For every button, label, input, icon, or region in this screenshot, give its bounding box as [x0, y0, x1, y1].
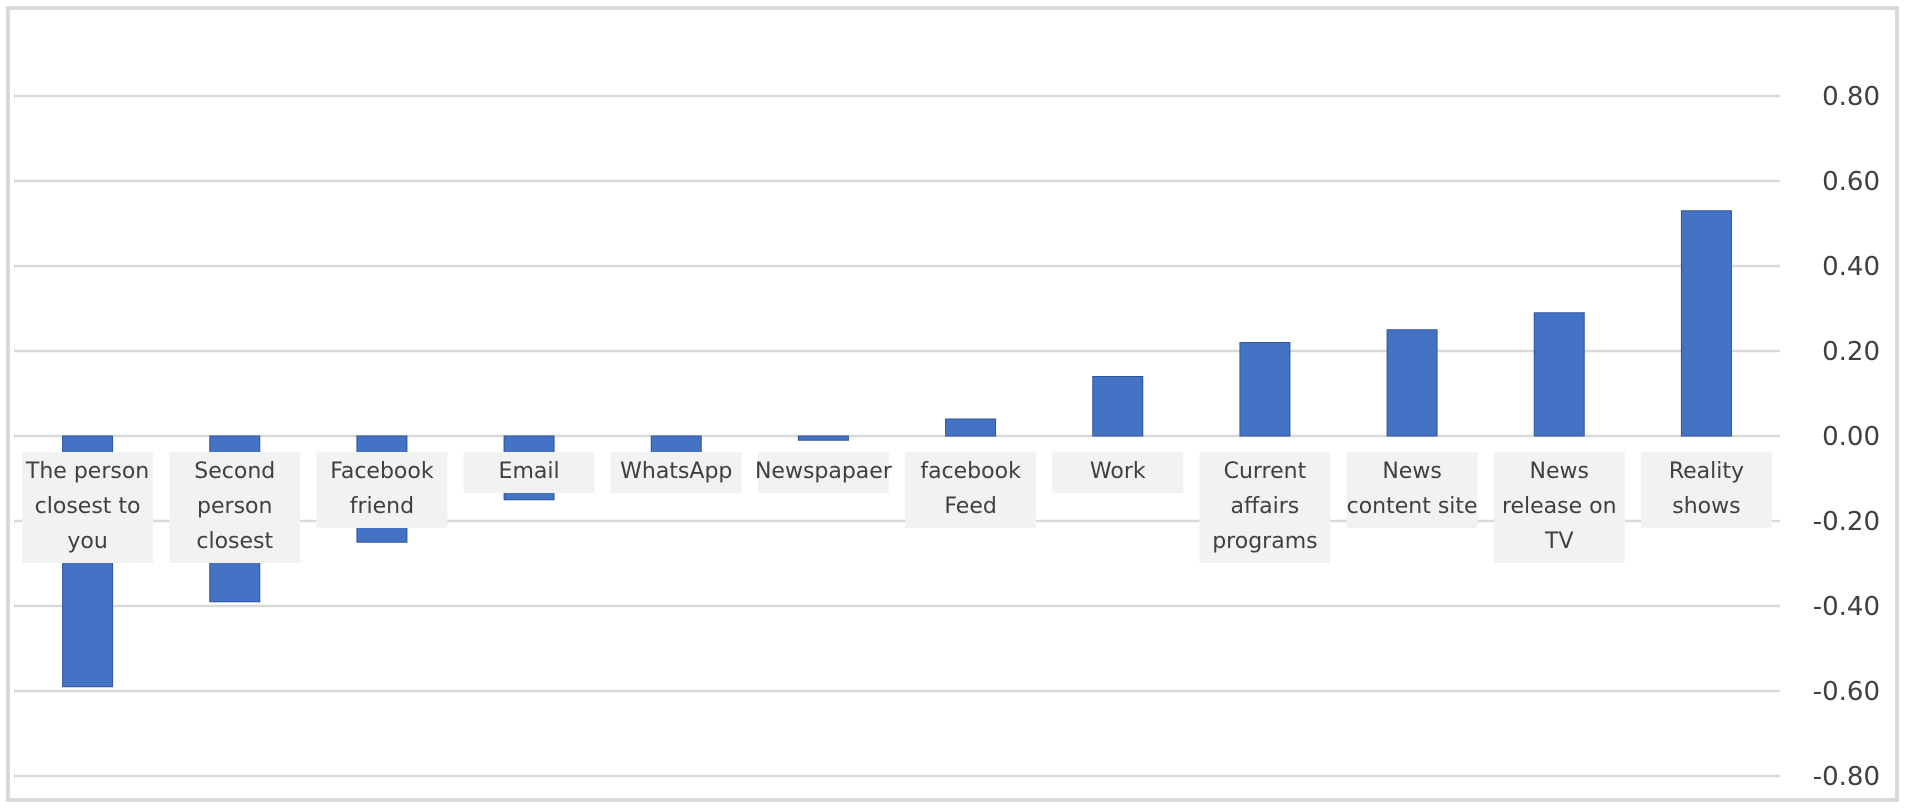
y-tick-label: -0.80 — [1813, 762, 1880, 792]
category-label: WhatsApp — [610, 452, 742, 493]
category-label: facebook Feed — [905, 452, 1037, 528]
y-tick-label: 0.80 — [1822, 82, 1880, 112]
bar — [1239, 342, 1291, 437]
y-axis-ticks: 0.80 0.60 0.40 0.20 0.00 -0.20 -0.40 -0.60 -0.80 — [1813, 82, 1880, 792]
category-label-line: Second — [194, 459, 275, 484]
bar — [1680, 210, 1732, 437]
category-label: Email — [463, 452, 595, 493]
category-label-line: content site — [1347, 494, 1478, 519]
category-label-line: The person — [25, 459, 149, 484]
y-tick-label: -0.20 — [1813, 507, 1880, 537]
category-label-line: TV — [1544, 529, 1574, 554]
category-label-line: person — [197, 494, 272, 519]
category-label-background — [1640, 452, 1772, 528]
category-label-background — [757, 452, 889, 493]
category-label: Second person closest — [169, 452, 301, 563]
category-labels: The person closest to you Second person close… — [22, 452, 1772, 563]
category-label: Facebook friend — [316, 452, 448, 528]
category-label-background — [610, 452, 742, 493]
category-label: Work — [1052, 452, 1184, 493]
category-label-background — [1346, 452, 1478, 528]
y-tick-label: 0.40 — [1822, 252, 1880, 282]
gridlines — [14, 94, 1780, 778]
y-tick-label: 0.00 — [1822, 422, 1880, 452]
category-label-line: closest — [196, 529, 273, 554]
bar — [1533, 312, 1585, 437]
category-label-line: closest to — [35, 494, 141, 519]
category-label-line: Email — [499, 459, 560, 484]
category-label-background — [22, 452, 154, 563]
category-label-line: affairs — [1231, 494, 1300, 519]
category-label-background — [169, 452, 301, 563]
category-label-line: programs — [1212, 529, 1317, 554]
category-label-line: shows — [1672, 494, 1740, 519]
category-label-background — [316, 452, 448, 528]
category-label: Newspapaer — [755, 452, 893, 493]
y-tick-label: 0.60 — [1822, 167, 1880, 197]
y-tick-label: -0.60 — [1813, 677, 1880, 707]
category-label: News content site — [1346, 452, 1478, 528]
category-label-line: News — [1530, 459, 1589, 484]
category-label-background — [1493, 452, 1625, 563]
bar — [1092, 376, 1144, 437]
category-label-line: facebook — [920, 459, 1021, 484]
y-tick-label: 0.20 — [1822, 337, 1880, 367]
category-label: Current affairs programs — [1199, 452, 1331, 563]
category-label-line: friend — [350, 494, 414, 519]
bars — [62, 210, 1732, 688]
category-label: News release on TV — [1493, 452, 1625, 563]
bar — [797, 435, 849, 441]
category-label-line: Newspapaer — [755, 459, 893, 484]
category-label-line: Feed — [944, 494, 997, 519]
category-label-background — [1052, 452, 1184, 493]
category-label-line: release on — [1502, 494, 1617, 519]
category-label: The person closest to you — [22, 452, 154, 563]
category-label-line: Reality — [1669, 459, 1744, 484]
y-tick-label: -0.40 — [1813, 592, 1880, 622]
category-label-line: you — [67, 529, 107, 554]
category-label-background — [463, 452, 595, 493]
bar — [945, 418, 997, 437]
category-label-line: Facebook — [330, 459, 434, 484]
category-label-line: WhatsApp — [620, 459, 732, 484]
category-label-background — [905, 452, 1037, 528]
category-label-background — [1199, 452, 1331, 563]
category-label-line: Work — [1090, 459, 1146, 484]
bar — [1386, 329, 1438, 437]
category-label-line: Current — [1224, 459, 1307, 484]
category-label-line: News — [1382, 459, 1441, 484]
category-label: Reality shows — [1640, 452, 1772, 528]
